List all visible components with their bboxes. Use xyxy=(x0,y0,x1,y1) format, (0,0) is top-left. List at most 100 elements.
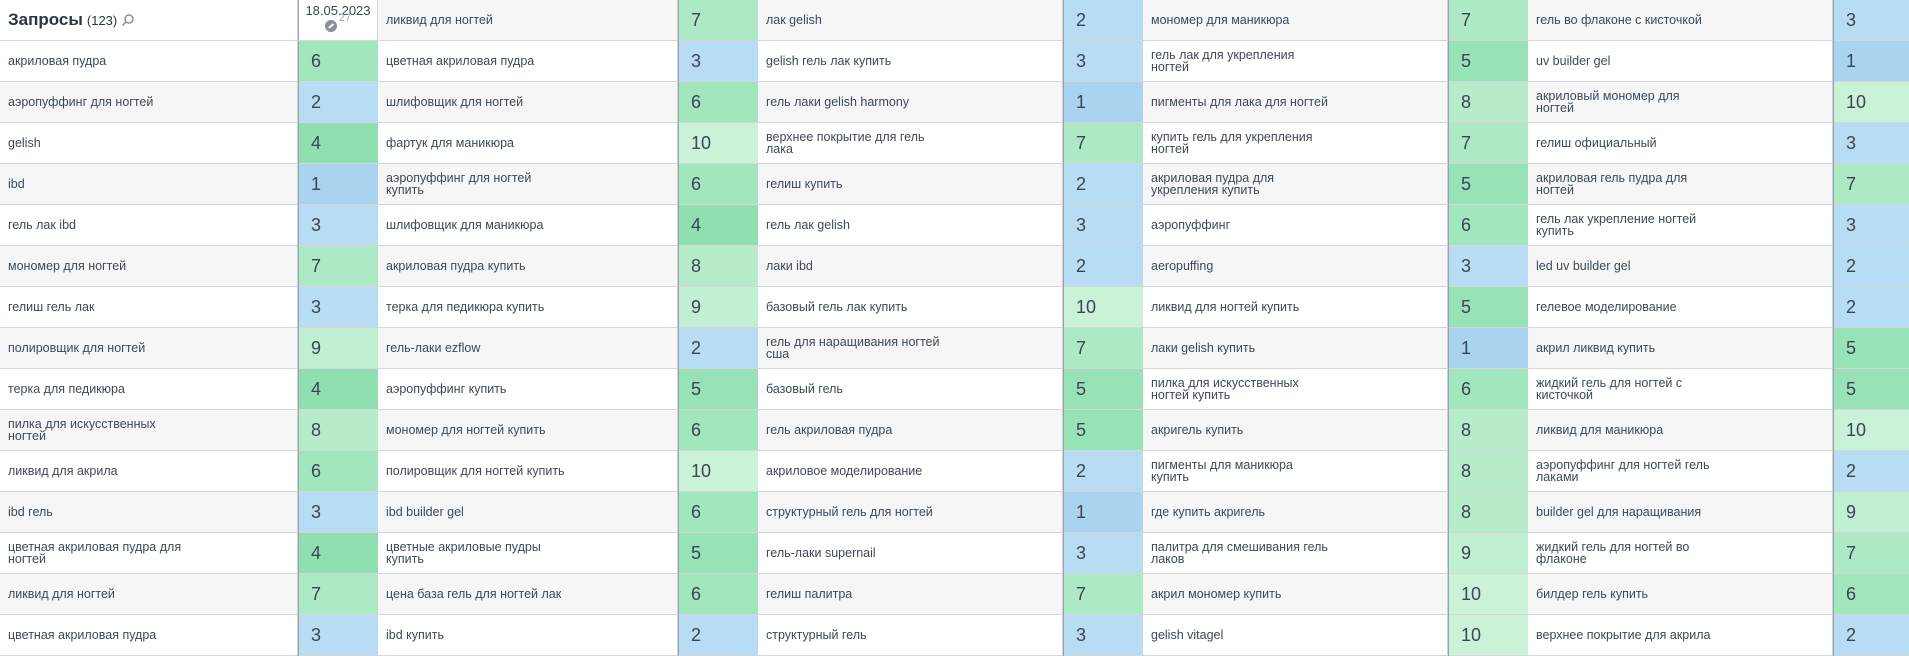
position-cell: 9 xyxy=(299,328,379,369)
keyword-cell: верхнее покрытие для гель лака xyxy=(758,123,1063,164)
keyword-text: гель для наращивания ногтей сша xyxy=(766,335,940,361)
keyword-text: пилка для искусственных ногтей купить xyxy=(1151,376,1299,402)
keyword-text: пилка для искусственных ногтей xyxy=(8,417,156,443)
position-cell: 10 xyxy=(1449,615,1529,656)
keyword-text: акрил мономер купить xyxy=(1151,587,1282,601)
keyword-cell: палитра для смешивания гель лаков xyxy=(1143,533,1448,574)
keyword-cell: гель лаки gelish harmony xyxy=(758,82,1063,123)
keyword-column-4: мономер для маникюра гель лак для укрепле… xyxy=(1143,0,1448,656)
position-cell: 7 xyxy=(1064,123,1144,164)
keyword-cell: акрил мономер купить xyxy=(1143,574,1448,615)
keyword-text: aeropuffing xyxy=(1151,259,1214,273)
position-cell: 10 xyxy=(1449,574,1529,615)
keyword-text: гель лаки gelish harmony xyxy=(766,95,910,109)
keyword-text: ликвид для ногтей xyxy=(386,13,493,27)
keyword-text: пигменты для лака для ногтей xyxy=(1151,95,1328,109)
keyword-cell: билдер гель купить xyxy=(1528,574,1833,615)
position-cell: 5 xyxy=(1834,328,1909,369)
percent-icon xyxy=(324,20,337,32)
keyword-cell: гель-лаки ezflow xyxy=(378,328,678,369)
position-cell: 2 xyxy=(1834,615,1909,656)
position-cell: 3 xyxy=(1834,205,1909,246)
position-cell: 6 xyxy=(299,41,379,82)
date-column-header[interactable]: 18.05.2023 27 xyxy=(298,0,378,41)
position-cell: 5 xyxy=(1064,369,1144,410)
position-cell: 3 xyxy=(1834,123,1909,164)
query-count: (123) xyxy=(86,12,118,28)
keyword-cell: пигменты для маникюра купить xyxy=(1143,451,1448,492)
position-cell: 9 xyxy=(1449,533,1529,574)
keyword-text: полировщик для ногтей xyxy=(8,341,146,355)
keyword-cell: гель лак ibd xyxy=(0,205,298,246)
keyword-text: гелиш купить xyxy=(766,177,843,191)
keyword-cell: мономер для маникюра xyxy=(1143,0,1448,41)
keyword-text: led uv builder gel xyxy=(1536,259,1631,273)
keyword-text: гель-лаки supernail xyxy=(766,546,876,560)
keyword-text: акригель купить xyxy=(1151,423,1244,437)
position-cell: 8 xyxy=(679,246,759,287)
keyword-text: аэропуффинг для ногтей купить xyxy=(386,171,532,197)
keyword-cell: верхнее покрытие для акрила xyxy=(1528,615,1833,656)
keyword-cell: пилка для искусственных ногтей xyxy=(0,410,298,451)
position-cell: 2 xyxy=(1834,451,1909,492)
keyword-cell: аэропуффинг для ногтей купить xyxy=(378,164,678,205)
position-cell: 6 xyxy=(679,82,759,123)
keyword-column-2: ликвид для ногтей цветная акриловая пудра… xyxy=(378,0,678,656)
position-cell: 5 xyxy=(1064,410,1144,451)
keyword-cell: ibd xyxy=(0,164,298,205)
position-cell: 2 xyxy=(1834,246,1909,287)
keyword-cell: акриловая пудра купить xyxy=(378,246,678,287)
keyword-cell: акриловая пудра xyxy=(0,41,298,82)
keyword-cell: цветная акриловая пудра xyxy=(378,41,678,82)
position-cell: 10 xyxy=(679,451,759,492)
keyword-cell: gelish vitagel xyxy=(1143,615,1448,656)
keyword-text: ликвид для маникюра xyxy=(1536,423,1664,437)
position-cell: 6 xyxy=(299,451,379,492)
position-cell: 1 xyxy=(1064,82,1144,123)
keyword-text: билдер гель купить xyxy=(1536,587,1649,601)
keyword-cell: пилка для искусственных ногтей купить xyxy=(1143,369,1448,410)
keyword-cell: ликвид для ногтей xyxy=(378,0,678,41)
position-cell: 8 xyxy=(1449,82,1529,123)
keyword-text: цена база гель для ногтей лак xyxy=(386,587,562,601)
keyword-cell: цветная акриловая пудра для ногтей xyxy=(0,533,298,574)
position-cell: 3 xyxy=(679,41,759,82)
keyword-text: ликвид для ногтей купить xyxy=(1151,300,1300,314)
keyword-cell: акриловый мономер для ногтей xyxy=(1528,82,1833,123)
page-title: Запросы xyxy=(8,10,83,29)
keyword-text: купить гель для укрепления ногтей xyxy=(1151,130,1313,156)
position-cell: 5 xyxy=(1449,164,1529,205)
keyword-text: базовый гель xyxy=(766,382,843,396)
keyword-text: аэропуффинг для ногтей xyxy=(8,95,154,109)
table-header: Запросы (123) xyxy=(0,0,298,41)
keyword-text: акриловая пудра xyxy=(8,54,107,68)
position-cell: 2 xyxy=(1064,246,1144,287)
keyword-cell: гель лак укрепление ногтей купить xyxy=(1528,205,1833,246)
keyword-cell: цветные акриловые пудры купить xyxy=(378,533,678,574)
keyword-text: гель акриловая пудра xyxy=(766,423,893,437)
keyword-cell: базовый гель лак купить xyxy=(758,287,1063,328)
keyword-text: терка для педикюра купить xyxy=(386,300,545,314)
search-icon[interactable] xyxy=(121,13,135,27)
keyword-text: ликвид для ногтей xyxy=(8,587,115,601)
keyword-cell: структурный гель для ногтей xyxy=(758,492,1063,533)
position-cell: 10 xyxy=(679,123,759,164)
position-cell: 3 xyxy=(1834,0,1909,41)
keyword-cell: цена база гель для ногтей лак xyxy=(378,574,678,615)
keyword-cell: лак gelish xyxy=(758,0,1063,41)
keyword-text: верхнее покрытие для акрила xyxy=(1536,628,1711,642)
keyword-cell: аэропуффинг купить xyxy=(378,369,678,410)
keyword-text: гель-лаки ezflow xyxy=(386,341,481,355)
keyword-cell: структурный гель xyxy=(758,615,1063,656)
keyword-text: uv builder gel xyxy=(1536,54,1611,68)
keyword-cell: builder gel для наращивания xyxy=(1528,492,1833,533)
keyword-text: акрил ликвид купить xyxy=(1536,341,1656,355)
position-cell: 9 xyxy=(1834,492,1909,533)
keyword-text: структурный гель для ногтей xyxy=(766,505,933,519)
keyword-cell: где купить акригель xyxy=(1143,492,1448,533)
keyword-text: верхнее покрытие для гель лака xyxy=(766,130,925,156)
position-cell: 4 xyxy=(299,369,379,410)
position-cell: 2 xyxy=(679,615,759,656)
keyword-cell: гель акриловая пудра xyxy=(758,410,1063,451)
